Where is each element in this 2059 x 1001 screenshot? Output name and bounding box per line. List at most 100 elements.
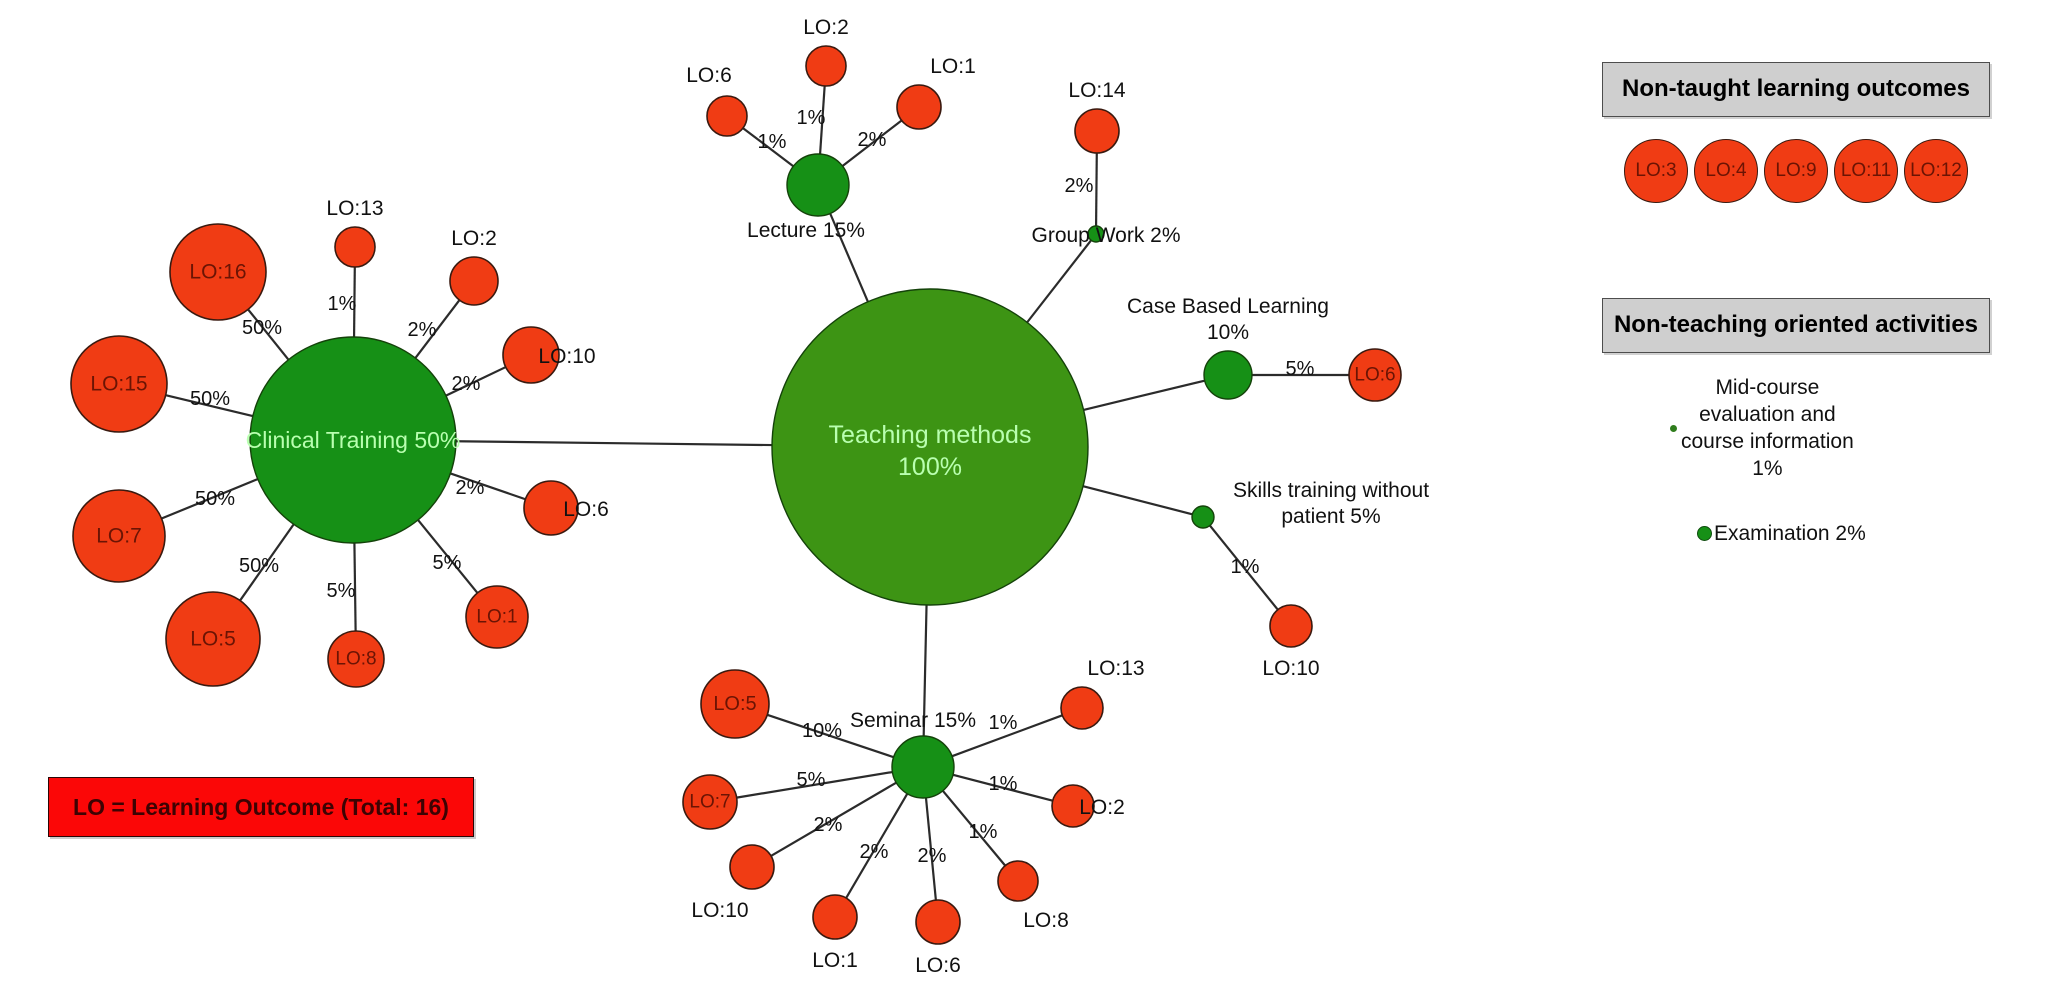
node-lec-lo2[interactable] bbox=[805, 45, 847, 87]
legend-non-teaching-activities: Non-teaching oriented activities Mid-cou… bbox=[1602, 298, 1990, 547]
edge-weight-label: 2% bbox=[918, 845, 947, 867]
edge-weight-label: 2% bbox=[408, 319, 437, 341]
legend-non-taught-chip-row: LO:3 LO:4 LO:9 LO:11 LO:12 bbox=[1602, 139, 1990, 203]
node-sem-lo10[interactable] bbox=[729, 844, 775, 890]
node-teaching-methods[interactable] bbox=[771, 288, 1089, 606]
legend-non-taught-learning-outcomes: Non-taught learning outcomes LO:3 LO:4 LO:… bbox=[1602, 62, 1990, 203]
activity-line-2: evaluation and bbox=[1699, 402, 1836, 426]
edge-clinical-training-to-ct-lo16 bbox=[247, 308, 290, 361]
edge-weight-label: 10% bbox=[802, 720, 842, 742]
label-gw-lo14: LO:14 bbox=[1068, 79, 1126, 102]
label-lec-lo1: LO:1 bbox=[930, 55, 976, 78]
node-ct-lo8[interactable] bbox=[327, 630, 385, 688]
node-group-work[interactable] bbox=[1087, 225, 1105, 243]
edge-teaching-methods-to-clinical-training bbox=[455, 440, 773, 447]
edge-weight-label: 2% bbox=[1065, 175, 1094, 197]
label-group-work: Group Work 2% bbox=[1032, 224, 1181, 247]
node-ct-lo10[interactable] bbox=[502, 326, 560, 384]
node-ct-lo15[interactable] bbox=[70, 335, 168, 433]
edge-weight-label: 1% bbox=[758, 131, 787, 153]
node-st-lo10[interactable] bbox=[1269, 604, 1313, 648]
node-ct-lo1[interactable] bbox=[465, 585, 529, 649]
label-ct-lo5: LO:5 bbox=[190, 628, 236, 651]
node-lecture[interactable] bbox=[786, 153, 850, 217]
label-skills-training-value: patient 5% bbox=[1281, 505, 1380, 528]
label-ct-lo7: LO:7 bbox=[96, 525, 142, 548]
label-sem-lo13: LO:13 bbox=[1087, 657, 1144, 680]
label-sem-lo10: LO:10 bbox=[691, 899, 748, 922]
edge-clinical-training-to-ct-lo7 bbox=[161, 478, 259, 520]
node-seminar[interactable] bbox=[891, 735, 955, 799]
node-clinical-training[interactable] bbox=[249, 336, 457, 544]
edge-skills-training-to-st-lo10 bbox=[1209, 524, 1279, 611]
label-ct-lo1: LO:1 bbox=[476, 607, 517, 628]
label-ct-lo8: LO:8 bbox=[335, 649, 376, 670]
edge-lecture-to-lec-lo2 bbox=[818, 85, 826, 155]
legend-non-teaching-header: Non-teaching oriented activities bbox=[1602, 298, 1990, 353]
edge-weight-label: 1% bbox=[328, 293, 357, 315]
edge-weight-label: 2% bbox=[814, 814, 843, 836]
node-ct-lo13[interactable] bbox=[334, 226, 376, 268]
label-lecture: Lecture 15% bbox=[747, 219, 865, 242]
label-lec-lo2: LO:2 bbox=[803, 16, 849, 39]
node-ct-lo5[interactable] bbox=[165, 591, 261, 687]
activity-examination-text: Examination 2% bbox=[1714, 521, 1866, 545]
edge-teaching-methods-to-seminar bbox=[922, 604, 928, 737]
node-cbl-lo6[interactable] bbox=[1348, 348, 1402, 402]
legend-lo-chip: LO:4 bbox=[1694, 139, 1758, 203]
legend-lo-chip: LO:3 bbox=[1624, 139, 1688, 203]
node-case-based-learning[interactable] bbox=[1203, 350, 1253, 400]
label-sem-lo2: LO:2 bbox=[1079, 796, 1125, 819]
legend-lo-chip: LO:9 bbox=[1764, 139, 1828, 203]
edge-clinical-training-to-ct-lo2 bbox=[414, 299, 461, 359]
node-lec-lo1[interactable] bbox=[896, 84, 942, 130]
edge-seminar-to-sem-lo10 bbox=[770, 781, 897, 857]
activity-line-4: 1% bbox=[1752, 456, 1783, 480]
legend-non-taught-header: Non-taught learning outcomes bbox=[1602, 62, 1990, 117]
edge-weight-label: 50% bbox=[242, 317, 282, 339]
label-sem-lo5: LO:5 bbox=[713, 693, 756, 715]
node-ct-lo16[interactable] bbox=[169, 223, 267, 321]
label-sem-lo7: LO:7 bbox=[689, 792, 730, 813]
edge-clinical-training-to-ct-lo10 bbox=[445, 366, 507, 397]
node-lec-lo6[interactable] bbox=[706, 95, 748, 137]
node-sem-lo2[interactable] bbox=[1051, 784, 1095, 828]
edge-lecture-to-lec-lo1 bbox=[841, 119, 903, 167]
edge-clinical-training-to-ct-lo8 bbox=[353, 542, 357, 632]
edge-weight-label: 5% bbox=[797, 769, 826, 791]
edge-weight-label: 2% bbox=[858, 129, 887, 151]
node-skills-training[interactable] bbox=[1191, 505, 1215, 529]
activity-line-1: Mid-course bbox=[1715, 376, 1820, 399]
nodes-layer bbox=[70, 45, 1402, 945]
node-sem-lo8[interactable] bbox=[997, 860, 1039, 902]
node-ct-lo2[interactable] bbox=[449, 256, 499, 306]
small-green-dot-icon bbox=[1697, 526, 1712, 542]
label-case-based-learning-value: 10% bbox=[1207, 321, 1249, 344]
label-ct-lo15: LO:15 bbox=[90, 373, 147, 396]
activity-mid-course-text: Mid-course evaluation and course informa… bbox=[1681, 375, 1854, 483]
node-gw-lo14[interactable] bbox=[1074, 108, 1120, 154]
node-ct-lo6[interactable] bbox=[523, 480, 579, 536]
edge-weight-label: 1% bbox=[989, 712, 1018, 734]
edge-seminar-to-sem-lo6 bbox=[924, 797, 937, 901]
edge-seminar-to-sem-lo7 bbox=[736, 770, 893, 799]
edge-weight-label: 50% bbox=[190, 388, 230, 410]
node-sem-lo6[interactable] bbox=[915, 899, 961, 945]
node-sem-lo13[interactable] bbox=[1060, 686, 1104, 730]
node-sem-lo7[interactable] bbox=[682, 774, 738, 830]
edge-weight-label: 5% bbox=[433, 552, 462, 574]
node-sem-lo1[interactable] bbox=[812, 894, 858, 940]
edge-teaching-methods-to-skills-training bbox=[1082, 485, 1193, 516]
activity-item-mid-course-evaluation: Mid-course evaluation and course informa… bbox=[1602, 375, 1990, 483]
label-lec-lo6: LO:6 bbox=[686, 64, 732, 87]
node-sem-lo5[interactable] bbox=[700, 669, 770, 739]
label-case-based-learning: Case Based Learning bbox=[1127, 295, 1329, 318]
edge-teaching-methods-to-case-based-learning bbox=[1083, 379, 1205, 411]
node-ct-lo7[interactable] bbox=[72, 489, 166, 583]
edge-seminar-to-sem-lo13 bbox=[951, 714, 1063, 758]
edge-weight-label: 50% bbox=[195, 488, 235, 510]
label-clinical-training: Clinical Training 50% bbox=[246, 427, 461, 453]
edge-clinical-training-to-ct-lo15 bbox=[165, 394, 254, 418]
